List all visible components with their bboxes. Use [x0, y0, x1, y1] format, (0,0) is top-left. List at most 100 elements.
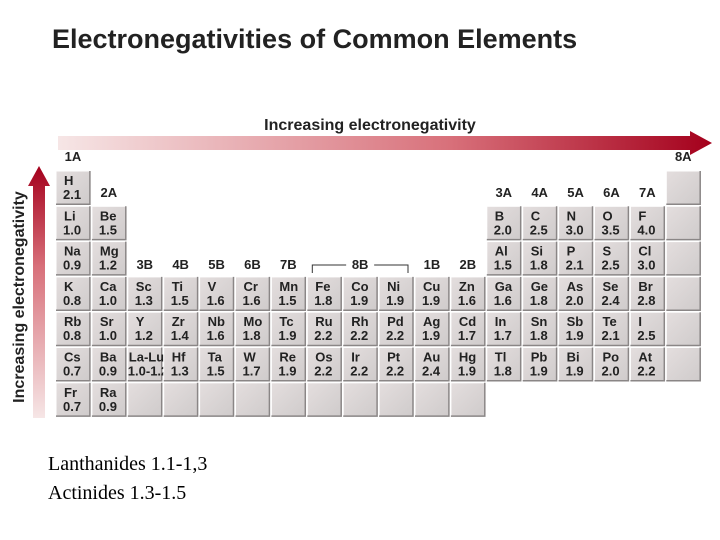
cell-shadow: [307, 382, 342, 417]
cell-shadow: [522, 312, 558, 347]
cell-shadow: [163, 276, 199, 311]
cell-shadow: [666, 347, 701, 382]
cell-shadow: [91, 241, 127, 276]
element-symbol: Au: [423, 350, 440, 365]
element-symbol: W: [244, 350, 257, 365]
cell-shadow: [486, 241, 522, 276]
group-bracket: [311, 264, 409, 273]
group-label: 5B: [208, 257, 225, 272]
electronegativity: 1.3: [171, 364, 189, 379]
cell-shadow: [558, 276, 594, 311]
element-symbol: Na: [64, 244, 81, 259]
cell-shadow: [343, 312, 378, 347]
element-symbol: Hg: [459, 350, 476, 365]
electronegativity: 1.8: [530, 258, 548, 273]
element-symbol: Os: [315, 350, 332, 365]
element-symbol: Sb: [567, 314, 584, 329]
element-symbol: Bi: [567, 350, 580, 365]
cell: [235, 382, 270, 417]
electronegativity: 2.4: [422, 364, 441, 379]
cell: [55, 276, 91, 311]
cell: [270, 382, 306, 417]
element-symbol: Cs: [64, 350, 81, 365]
electronegativity: 1.3: [135, 293, 153, 308]
cell: [558, 276, 593, 311]
cell-shadow: [666, 312, 701, 347]
element-symbol: Ti: [172, 279, 183, 294]
cell-shadow: [415, 382, 450, 417]
cell-shadow: [163, 382, 199, 417]
electronegativity: 1.9: [458, 364, 476, 379]
element-symbol: Ta: [208, 350, 223, 365]
cell: [594, 241, 629, 276]
cell-shadow: [630, 312, 666, 347]
horizontal-arrow-label: Increasing electronegativity: [264, 117, 476, 134]
cell: [522, 205, 558, 241]
cell-shadow: [56, 241, 91, 276]
group-label: 3A: [495, 185, 512, 200]
cell: [450, 382, 486, 417]
note: Lanthanides 1.1-1,3: [48, 453, 207, 475]
element-symbol: Be: [100, 208, 117, 223]
electronegativity: 1.9: [566, 328, 584, 343]
cell: [235, 347, 270, 382]
electronegativity: 1.5: [171, 293, 189, 308]
element-symbol: Fe: [315, 279, 330, 294]
element-symbol: Pd: [387, 314, 404, 329]
cell-shadow: [91, 347, 127, 382]
element-symbol: Li: [64, 208, 76, 223]
cell-shadow: [91, 206, 127, 241]
group-label: 8B: [352, 257, 369, 272]
element-symbol: Ge: [531, 279, 548, 294]
vertical-arrow: [28, 166, 50, 418]
electronegativity: 2.4: [602, 293, 621, 308]
cell-shadow: [307, 312, 342, 347]
cell-shadow: [630, 241, 666, 276]
cell-shadow: [558, 312, 594, 347]
cell: [199, 347, 235, 382]
electronegativity: 1.9: [422, 293, 440, 308]
electronegativity: 2.5: [602, 258, 620, 273]
cell-shadow: [666, 206, 701, 241]
group-label: 6A: [603, 185, 620, 200]
cell: [127, 382, 163, 417]
cell-shadow: [558, 241, 594, 276]
cell-shadow: [127, 276, 163, 311]
cell-shadow: [630, 276, 666, 311]
cell: [163, 311, 199, 347]
cell-shadow: [379, 276, 414, 311]
cell-shadow: [127, 312, 163, 347]
cell: [55, 382, 91, 417]
electronegativity: 2.1: [566, 258, 584, 273]
element-symbol: Re: [279, 350, 296, 365]
cell-shadow: [594, 241, 630, 276]
electronegativity: 2.0: [602, 364, 620, 379]
cell-shadow: [486, 347, 522, 382]
element-symbol: Si: [531, 244, 543, 259]
cell-shadow: [271, 382, 307, 417]
element-symbol: Zn: [459, 279, 475, 294]
cell-shadow: [91, 312, 127, 347]
electronegativity: 1.9: [278, 328, 296, 343]
cell: [594, 276, 629, 311]
table: H2.1Li1.0Be1.5B2.0C2.5N3.0O3.5F4.0Na0.9M…: [55, 170, 701, 417]
group-label: 3B: [136, 257, 153, 272]
electronegativity: 1.0: [99, 293, 117, 308]
cell-shadow: [307, 347, 342, 382]
element-symbol: Ir: [351, 350, 360, 365]
electronegativity: 2.1: [63, 187, 81, 202]
cell: [629, 276, 665, 311]
group-label: 4A: [531, 185, 548, 200]
electronegativity: 2.2: [314, 364, 332, 379]
electronegativity: 1.6: [243, 293, 261, 308]
horizontal-arrow: [58, 131, 712, 155]
group-label: 1B: [424, 257, 441, 272]
group-label: 7B: [280, 257, 297, 272]
cell-shadow: [450, 276, 486, 311]
cell-shadow: [163, 312, 199, 347]
cell-shadow: [271, 312, 307, 347]
element-symbol: P: [567, 244, 576, 259]
electronegativity: 1.4: [171, 328, 190, 343]
cell: [378, 382, 414, 417]
cell-shadow: [522, 206, 558, 241]
